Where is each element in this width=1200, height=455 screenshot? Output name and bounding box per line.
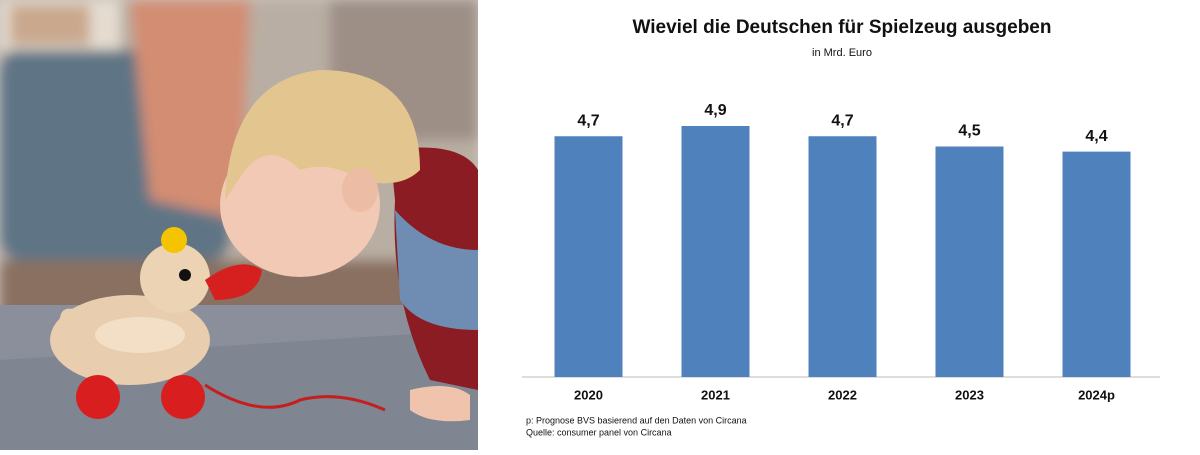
footnote: Quelle: consumer panel von Circana — [526, 427, 672, 437]
chart-title: Wieviel die Deutschen für Spielzeug ausg… — [633, 17, 1052, 38]
value-label: 4,9 — [704, 102, 726, 119]
bar — [808, 136, 877, 377]
value-label: 4,4 — [1085, 128, 1107, 145]
bar — [681, 126, 750, 377]
value-label: 4,7 — [577, 112, 599, 129]
x-tick-label: 2022 — [828, 387, 857, 402]
value-label: 4,7 — [831, 112, 853, 129]
footnote: p: Prognose BVS basierend auf den Daten … — [526, 415, 747, 425]
x-tick-label: 2020 — [574, 387, 603, 402]
photo — [0, 0, 478, 450]
x-tick-label: 2024p — [1078, 387, 1115, 402]
x-tick-label: 2023 — [955, 387, 984, 402]
value-label: 4,5 — [958, 123, 980, 140]
bar — [554, 136, 623, 377]
x-tick-label: 2021 — [701, 387, 730, 402]
chart-subtitle: in Mrd. Euro — [812, 47, 872, 59]
bar — [1062, 151, 1131, 377]
bar — [935, 146, 1004, 377]
